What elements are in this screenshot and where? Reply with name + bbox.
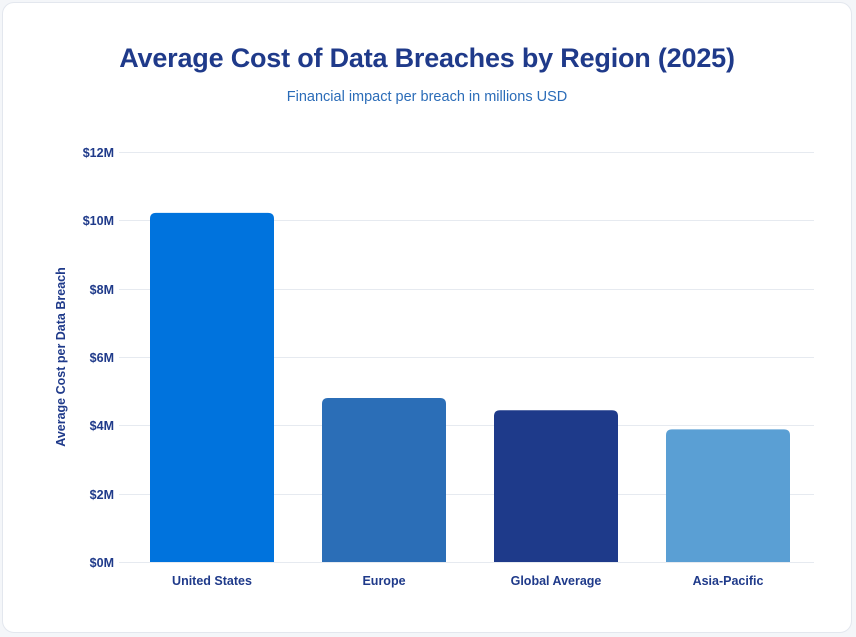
y-tick-label: $2M — [90, 488, 114, 502]
x-tick-label: Asia-Pacific — [693, 574, 764, 588]
x-axis-ticks: United States Europe Global Average Asia-Pa… — [172, 574, 763, 588]
y-tick-label: $0M — [90, 556, 114, 570]
y-tick-label: $12M — [83, 146, 114, 160]
y-tick-label: $8M — [90, 283, 114, 297]
bar — [150, 212, 274, 563]
bars — [150, 212, 790, 563]
y-tick-label: $6M — [90, 351, 114, 365]
x-tick-label: Europe — [362, 574, 405, 588]
x-tick-label: United States — [172, 574, 252, 588]
chart-title: Average Cost of Data Breaches by Region … — [119, 43, 735, 73]
bar — [494, 410, 618, 562]
bar — [322, 398, 446, 562]
x-tick-label: Global Average — [511, 574, 602, 588]
chart-subtitle: Financial impact per breach in millions … — [286, 89, 568, 105]
y-axis-ticks: $0M $2M $4M $6M $8M $10M $12M — [83, 146, 114, 570]
y-tick-label: $4M — [90, 419, 114, 433]
y-axis-label: Average Cost per Data Breach — [54, 267, 68, 446]
bar — [666, 429, 790, 562]
y-tick-label: $10M — [83, 214, 114, 228]
